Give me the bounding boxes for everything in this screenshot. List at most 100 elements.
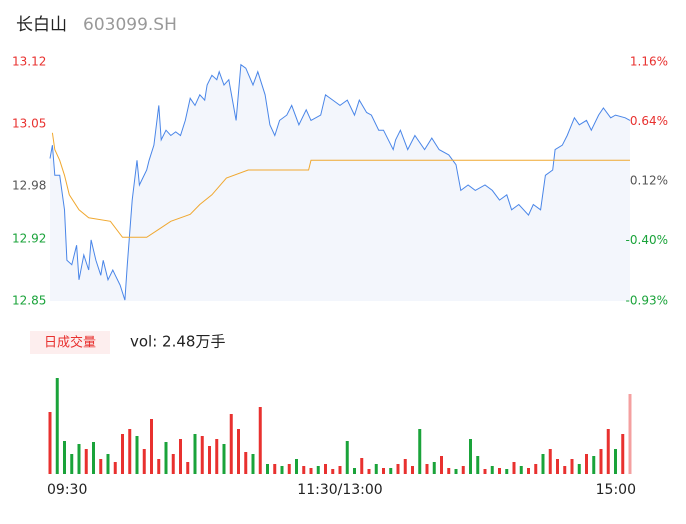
volume-bar: [113, 462, 117, 474]
volume-bar: [106, 454, 110, 474]
stock-code: 603099.SH: [83, 15, 177, 35]
volume-bar: [483, 469, 487, 474]
volume-bar: [200, 436, 204, 474]
label-box: [30, 331, 110, 354]
volume-bar: [396, 464, 400, 474]
volume-bar: [411, 466, 414, 474]
y2-tick-label: -0.93%: [626, 294, 668, 308]
volume-total: vol: 2.48万手: [130, 333, 225, 351]
y-tick-label: 12.98: [12, 178, 46, 192]
volume-bar: [389, 468, 393, 474]
volume-bar: [237, 429, 240, 474]
y2-tick-label: -0.40%: [626, 233, 668, 247]
volume-bar: [628, 394, 632, 474]
volume-bar: [570, 459, 574, 474]
volume-bar: [157, 459, 161, 474]
y2-tick-label: 1.16%: [630, 55, 668, 69]
volume-bar: [309, 468, 313, 474]
volume-bar: [316, 466, 320, 474]
volume-bar: [548, 449, 552, 474]
volume-label: 日成交量: [44, 335, 96, 351]
volume-bar: [92, 442, 95, 474]
volume-bar: [287, 464, 291, 474]
volume-bar: [273, 464, 277, 474]
price-line: [49, 63, 631, 301]
volume-bar: [150, 419, 153, 474]
volume-bar: [186, 462, 190, 474]
volume-bar: [606, 429, 610, 474]
volume-bar: [179, 439, 182, 474]
volume-bar: [338, 466, 342, 474]
volume-bar: [585, 454, 588, 474]
x-tick-label: 11:30/13:00: [297, 482, 382, 498]
y-tick-label: 12.85: [12, 294, 46, 308]
average-line: [51, 132, 630, 238]
volume-bar: [193, 434, 197, 474]
volume-bar: [614, 449, 617, 474]
volume-bar: [599, 449, 603, 474]
volume-bar: [77, 444, 81, 474]
x-tick-label: 09:30: [47, 482, 87, 498]
volume-bar: [128, 429, 132, 474]
volume-bar: [229, 414, 233, 474]
x-tick-label: 15:00: [596, 482, 636, 498]
stock-name: 长白山: [16, 15, 67, 35]
volume-bar: [621, 434, 625, 474]
volume-bar: [266, 464, 269, 474]
volume-bar: [280, 466, 284, 474]
volume-bar: [63, 441, 66, 474]
volume-bar: [164, 442, 168, 474]
y2-tick-label: 0.12%: [630, 173, 668, 187]
volume-bar: [563, 466, 567, 474]
y2-tick-label: 0.64%: [630, 114, 668, 128]
volume-bar: [432, 462, 436, 474]
volume-bar: [454, 469, 458, 474]
volume-bar: [99, 459, 103, 474]
volume-bar: [251, 454, 255, 474]
volume-bar: [331, 469, 335, 474]
price-area: [50, 64, 630, 301]
volume-bar: [142, 449, 146, 474]
volume-bar: [469, 439, 472, 474]
volume-bar: [519, 466, 523, 474]
volume-bar: [70, 454, 74, 474]
y-tick-label: 12.92: [12, 232, 46, 246]
volume-bar: [258, 407, 262, 474]
volume-bar: [295, 459, 298, 474]
volume-bar: [55, 378, 59, 474]
volume-bar: [440, 456, 443, 474]
volume-bar: [527, 468, 530, 474]
volume-bar: [171, 454, 175, 474]
volume-bar: [244, 452, 248, 474]
volume-bar: [418, 429, 422, 474]
volume-bar: [447, 468, 451, 474]
volume-bar: [505, 469, 509, 474]
volume-bar: [121, 434, 124, 474]
volume-bar: [324, 464, 327, 474]
y-tick-label: 13.12: [12, 55, 46, 69]
volume-bar: [490, 466, 494, 474]
volume-bar: [208, 446, 211, 474]
volume-bar: [353, 468, 356, 474]
volume-bar: [512, 462, 516, 474]
volume-bar: [135, 436, 139, 474]
volume-bar: [577, 464, 581, 474]
volume-bar: [534, 464, 538, 474]
y-tick-label: 13.05: [12, 116, 46, 130]
volume-bar: [367, 469, 371, 474]
volume-bar: [345, 441, 349, 474]
volume-bar: [382, 468, 385, 474]
volume-bar: [403, 459, 407, 474]
volume-bar: [360, 458, 364, 474]
volume-bar: [425, 464, 429, 474]
volume-bar: [476, 456, 480, 474]
volume-bar: [302, 466, 306, 474]
volume-bar: [556, 459, 559, 474]
volume-bar: [592, 456, 596, 474]
volume-bar: [498, 468, 501, 474]
volume-bar: [374, 464, 378, 474]
volume-bar: [461, 466, 465, 474]
volume-bar: [222, 444, 226, 474]
volume-bar: [215, 439, 219, 474]
